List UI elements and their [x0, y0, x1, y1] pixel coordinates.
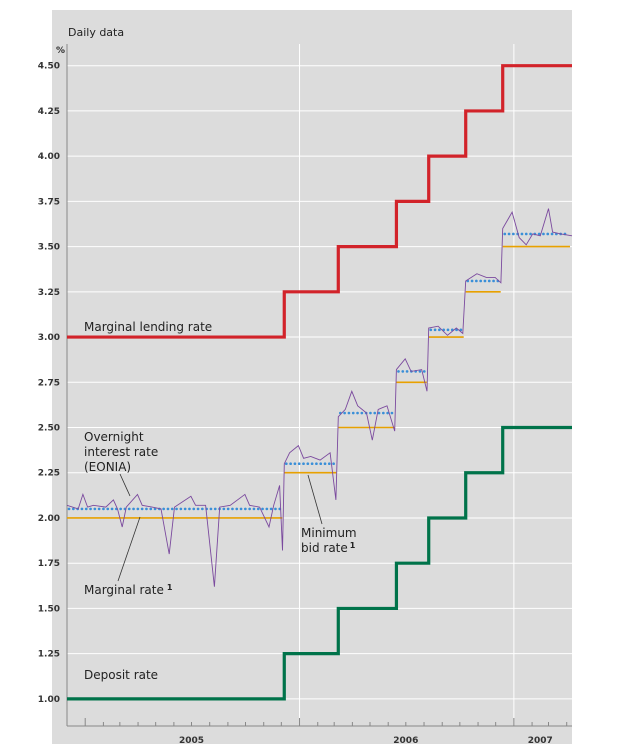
- y-tick-label-4.00: 4.00: [38, 152, 60, 162]
- series-deposit-rate: [67, 425, 572, 701]
- leader-eonia: [119, 473, 131, 497]
- chart-title: Daily data: [68, 26, 124, 39]
- y-tick-label-4.50: 4.50: [38, 62, 60, 72]
- series-layer: [66, 64, 573, 701]
- leader-marginal-rate: [117, 516, 141, 582]
- y-tick-label-1.00: 1.00: [38, 695, 60, 705]
- series-overnight-interest-rate-eonia: [66, 208, 573, 587]
- label-min-bid-line1: Minimum: [301, 526, 357, 540]
- y-tick-label-4.25: 4.25: [38, 107, 60, 117]
- y-unit-label: %: [56, 46, 65, 56]
- label-eonia-line3: (EONIA): [84, 460, 131, 474]
- label-min-bid-line2: bid rate 1: [301, 541, 356, 555]
- y-tick-label-3.50: 3.50: [38, 243, 60, 253]
- annotations-layer: Daily data % Marginal lending rate Depos…: [56, 26, 357, 682]
- label-eonia-line1: Overnight: [84, 430, 144, 444]
- y-tick-label-3.00: 3.00: [38, 333, 60, 343]
- y-tick-label-2.25: 2.25: [38, 469, 60, 479]
- year-separators: [299, 44, 515, 726]
- leader-min-bid: [307, 474, 323, 525]
- label-marginal-rate: Marginal rate 1: [84, 583, 173, 597]
- y-tick-label-1.50: 1.50: [38, 604, 60, 614]
- chart-panel: [52, 10, 572, 744]
- label-eonia-line2: interest rate: [84, 445, 158, 459]
- x-tick-label-2005: 2005: [179, 736, 204, 746]
- y-tick-label-2.50: 2.50: [38, 424, 60, 434]
- y-tick-label-1.25: 1.25: [38, 650, 60, 660]
- x-tick-label-2007: 2007: [528, 736, 553, 746]
- series-marginal-lending-rate: [67, 64, 572, 339]
- grid-layer: [67, 65, 572, 700]
- x-tick-label-2006: 2006: [393, 736, 418, 746]
- y-tick-label-2.00: 2.00: [38, 514, 60, 524]
- y-tick-label-1.75: 1.75: [38, 559, 60, 569]
- y-tick-label-3.25: 3.25: [38, 288, 60, 298]
- axes-layer: 1.00 1.25 1.50 1.75 2.00 2.25 2.50 2.75 3.00 3.25…: [38, 44, 572, 746]
- label-deposit-rate: Deposit rate: [84, 668, 158, 682]
- y-tick-label-2.75: 2.75: [38, 378, 60, 388]
- label-marginal-lending-rate: Marginal lending rate: [84, 320, 212, 334]
- y-tick-label-3.75: 3.75: [38, 197, 60, 207]
